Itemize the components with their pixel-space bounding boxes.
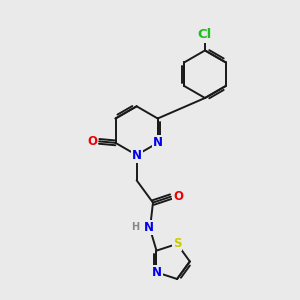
Text: S: S	[173, 237, 181, 250]
Text: N: N	[143, 221, 154, 234]
Text: N: N	[153, 136, 163, 149]
Text: H: H	[131, 222, 139, 232]
Text: Cl: Cl	[198, 28, 212, 41]
Text: O: O	[173, 190, 183, 203]
Text: O: O	[87, 135, 97, 148]
Text: N: N	[152, 266, 161, 279]
Text: N: N	[132, 148, 142, 162]
